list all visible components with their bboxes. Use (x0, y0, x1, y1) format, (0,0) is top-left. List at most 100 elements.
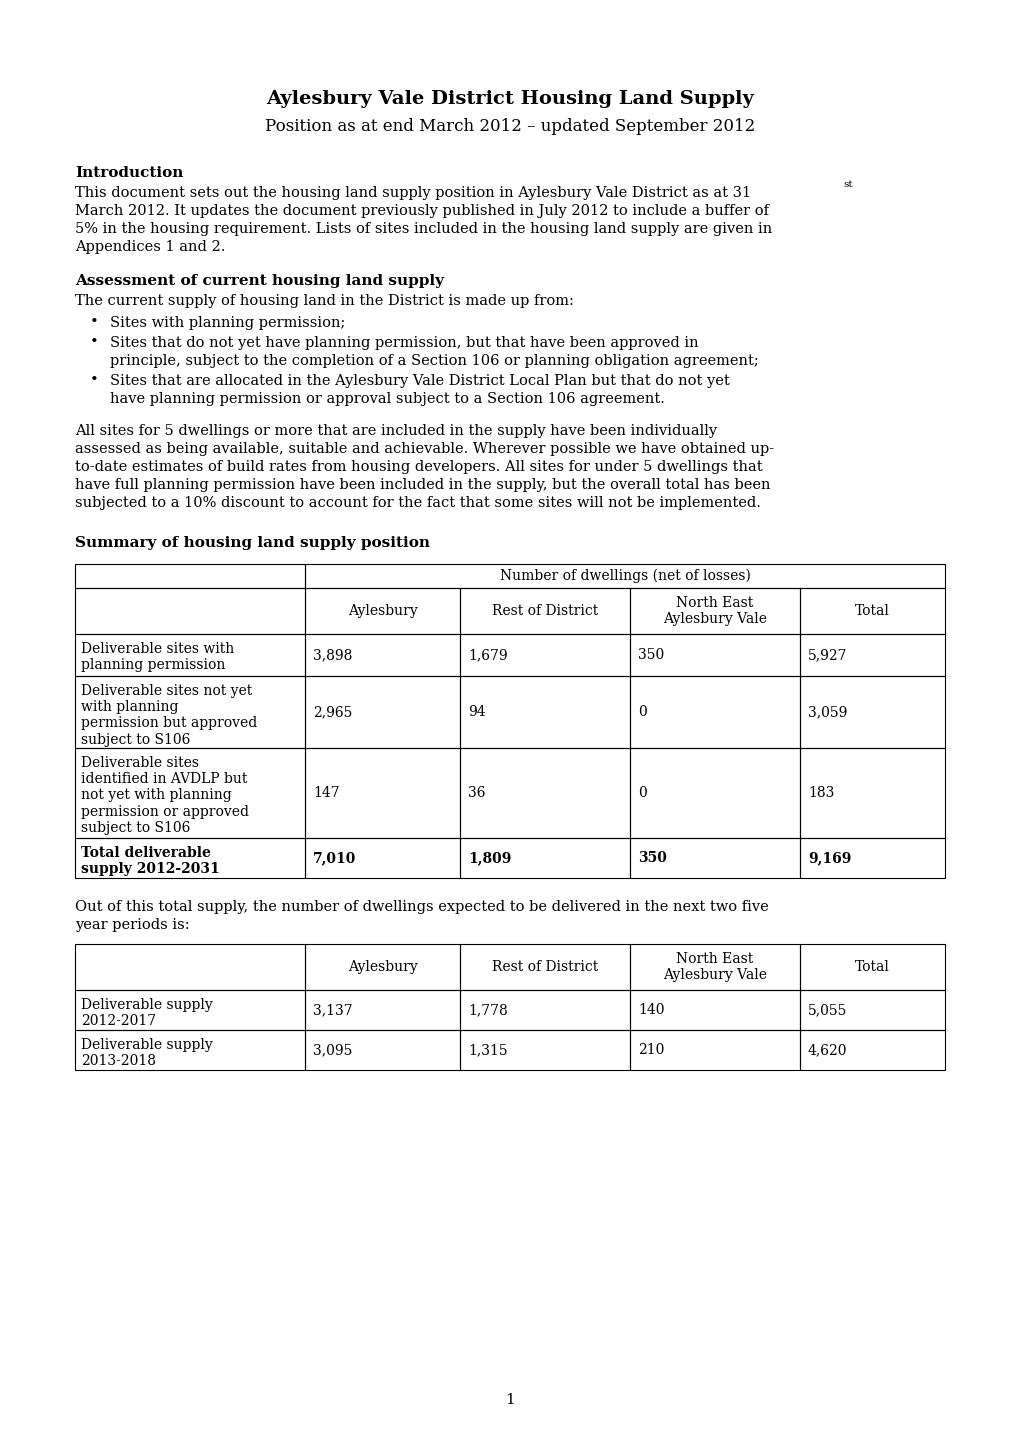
Bar (799, 675, 944, 747)
Text: The current supply of housing land in the District is made up from:: The current supply of housing land in th… (75, 294, 574, 307)
Bar (630, 838, 799, 877)
Bar (799, 633, 944, 675)
Bar (630, 675, 799, 747)
Text: 3,095: 3,095 (313, 1043, 352, 1058)
Text: 9,169: 9,169 (807, 851, 851, 864)
Text: Introduction: Introduction (75, 166, 183, 180)
Text: to-date estimates of build rates from housing developers. All sites for under 5 : to-date estimates of build rates from ho… (75, 460, 762, 473)
Text: 147: 147 (313, 786, 339, 799)
Text: Sites that do not yet have planning permission, but that have been approved in: Sites that do not yet have planning perm… (110, 336, 698, 351)
Bar (460, 1030, 630, 1071)
Text: 1,778: 1,778 (468, 1003, 507, 1017)
Text: Sites with planning permission;: Sites with planning permission; (110, 316, 345, 330)
Bar (75, 1030, 305, 1071)
Text: Total: Total (854, 605, 889, 618)
Bar (305, 838, 460, 877)
Bar (75, 990, 305, 1030)
Text: 140: 140 (637, 1003, 663, 1017)
Text: have full planning permission have been included in the supply, but the overall : have full planning permission have been … (75, 478, 769, 492)
Text: Deliverable sites not yet
with planning
permission but approved
subject to S106: Deliverable sites not yet with planning … (81, 684, 257, 746)
Text: Deliverable supply
2012-2017: Deliverable supply 2012-2017 (81, 999, 213, 1029)
Text: 350: 350 (637, 648, 663, 662)
Bar (305, 990, 460, 1030)
Text: 36: 36 (468, 786, 485, 799)
Bar (630, 944, 799, 990)
Bar (460, 990, 630, 1030)
Text: Position as at end March 2012 – updated September 2012: Position as at end March 2012 – updated … (265, 118, 754, 136)
Text: Assessment of current housing land supply: Assessment of current housing land suppl… (75, 274, 443, 289)
Bar (75, 747, 305, 838)
Bar (305, 564, 944, 587)
Text: Aylesbury Vale District Housing Land Supply: Aylesbury Vale District Housing Land Sup… (266, 89, 753, 108)
Text: have planning permission or approval subject to a Section 106 agreement.: have planning permission or approval sub… (110, 392, 664, 405)
Text: 5% in the housing requirement. Lists of sites included in the housing land suppl: 5% in the housing requirement. Lists of … (75, 222, 771, 237)
Bar (460, 587, 630, 633)
Text: 3,898: 3,898 (313, 648, 352, 662)
Bar (75, 944, 305, 990)
Text: assessed as being available, suitable and achievable. Wherever possible we have : assessed as being available, suitable an… (75, 442, 773, 456)
Bar (460, 747, 630, 838)
Text: Rest of District: Rest of District (491, 960, 597, 974)
Text: North East
Aylesbury Vale: North East Aylesbury Vale (662, 596, 766, 626)
Text: Sites that are allocated in the Aylesbury Vale District Local Plan but that do n: Sites that are allocated in the Aylesbur… (110, 374, 729, 388)
Bar (799, 990, 944, 1030)
Text: Summary of housing land supply position: Summary of housing land supply position (75, 535, 430, 550)
Text: 2,965: 2,965 (313, 706, 352, 719)
Text: Total deliverable
supply 2012-2031: Total deliverable supply 2012-2031 (81, 846, 219, 876)
Bar (305, 747, 460, 838)
Text: Deliverable sites with
planning permission: Deliverable sites with planning permissi… (81, 642, 234, 672)
Text: •: • (90, 335, 99, 349)
Text: 350: 350 (637, 851, 666, 864)
Text: 3,137: 3,137 (313, 1003, 353, 1017)
Text: 3,059: 3,059 (807, 706, 847, 719)
Bar (630, 747, 799, 838)
Bar (630, 1030, 799, 1071)
Bar (799, 944, 944, 990)
Bar (460, 633, 630, 675)
Text: 0: 0 (637, 786, 646, 799)
Text: Total: Total (854, 960, 889, 974)
Bar (799, 838, 944, 877)
Bar (75, 838, 305, 877)
Text: 0: 0 (637, 706, 646, 719)
Bar (799, 1030, 944, 1071)
Text: 4,620: 4,620 (807, 1043, 847, 1058)
Text: North East
Aylesbury Vale: North East Aylesbury Vale (662, 952, 766, 983)
Bar (75, 675, 305, 747)
Text: •: • (90, 315, 99, 329)
Bar (305, 944, 460, 990)
Text: year periods is:: year periods is: (75, 918, 190, 932)
Bar (75, 587, 305, 633)
Bar (305, 633, 460, 675)
Bar (799, 747, 944, 838)
Text: 5,927: 5,927 (807, 648, 847, 662)
Text: subjected to a 10% discount to account for the fact that some sites will not be : subjected to a 10% discount to account f… (75, 496, 760, 509)
Bar (460, 944, 630, 990)
Bar (630, 633, 799, 675)
Bar (460, 675, 630, 747)
Text: Appendices 1 and 2.: Appendices 1 and 2. (75, 240, 225, 254)
Bar (630, 587, 799, 633)
Text: 1,315: 1,315 (468, 1043, 507, 1058)
Text: 94: 94 (468, 706, 485, 719)
Text: March 2012. It updates the document previously published in July 2012 to include: March 2012. It updates the document prev… (75, 203, 768, 218)
Text: 1: 1 (504, 1392, 515, 1407)
Text: 183: 183 (807, 786, 834, 799)
Bar (630, 990, 799, 1030)
Text: st: st (842, 180, 852, 189)
Bar (799, 587, 944, 633)
Text: 5,055: 5,055 (807, 1003, 847, 1017)
Text: Out of this total supply, the number of dwellings expected to be delivered in th: Out of this total supply, the number of … (75, 900, 768, 913)
Bar (460, 838, 630, 877)
Text: Rest of District: Rest of District (491, 605, 597, 618)
Text: Aylesbury: Aylesbury (347, 960, 417, 974)
Text: 1,809: 1,809 (468, 851, 511, 864)
Text: Number of dwellings (net of losses): Number of dwellings (net of losses) (499, 569, 750, 583)
Text: Deliverable supply
2013-2018: Deliverable supply 2013-2018 (81, 1038, 213, 1068)
Bar (305, 587, 460, 633)
Bar (305, 675, 460, 747)
Text: •: • (90, 372, 99, 387)
Text: All sites for 5 dwellings or more that are included in the supply have been indi: All sites for 5 dwellings or more that a… (75, 424, 716, 439)
Text: This document sets out the housing land supply position in Aylesbury Vale Distri: This document sets out the housing land … (75, 186, 750, 201)
Text: Deliverable sites
identified in AVDLP but
not yet with planning
permission or ap: Deliverable sites identified in AVDLP bu… (81, 756, 249, 835)
